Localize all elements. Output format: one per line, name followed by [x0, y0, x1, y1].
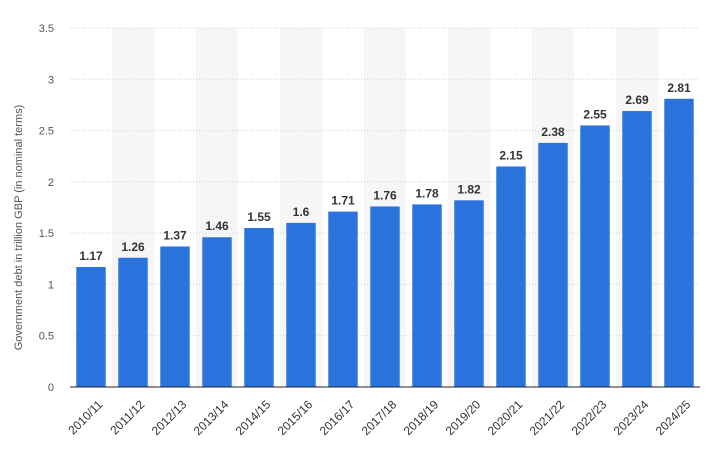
x-tick-label: 2014/15 [233, 397, 274, 438]
data-label: 2.55 [583, 107, 607, 121]
x-tick-label: 2010/11 [65, 397, 105, 437]
x-tick-label: 2012/13 [149, 397, 190, 438]
data-label: 1.26 [121, 240, 145, 254]
bar-2018-19[interactable] [412, 204, 442, 387]
data-label: 1.17 [79, 249, 103, 263]
bar-2011-12[interactable] [118, 257, 148, 387]
x-tick-label: 2018/19 [401, 397, 442, 438]
bar-2014-15[interactable] [244, 228, 274, 387]
x-tick-label: 2011/12 [107, 397, 147, 437]
y-tick-label: 2.5 [39, 126, 54, 138]
bar-2023-24[interactable] [622, 111, 652, 387]
bar-2013-14[interactable] [202, 237, 232, 387]
bar-2019-20[interactable] [454, 200, 484, 387]
x-tick-label: 2021/22 [527, 397, 568, 438]
y-tick-label: 0 [48, 382, 54, 394]
bar-2016-17[interactable] [328, 211, 358, 387]
x-axis-ticks: 2010/11 2011/12 2012/13 2013/14 2014/15 2015/… [65, 397, 693, 438]
bar-2017-18[interactable] [370, 206, 400, 387]
x-tick-label: 2020/21 [485, 397, 526, 438]
data-label: 2.69 [625, 93, 649, 107]
x-tick-label: 2023/24 [611, 397, 652, 438]
data-label: 1.78 [415, 186, 439, 200]
y-tick-label: 3 [48, 74, 54, 86]
bar-2015-16[interactable] [286, 222, 316, 387]
bar-2012-13[interactable] [160, 246, 190, 387]
x-tick-label: 2015/16 [275, 397, 316, 438]
x-tick-label: 2019/20 [443, 397, 484, 438]
data-label: 1.82 [457, 182, 481, 196]
bar-2020-21[interactable] [496, 166, 526, 387]
y-tick-label: 2 [48, 177, 54, 189]
data-label: 2.81 [667, 81, 691, 95]
y-tick-label: 3.5 [39, 23, 54, 35]
data-label: 1.71 [331, 194, 355, 208]
bar-2021-22[interactable] [538, 142, 568, 387]
data-labels: 1.17 1.26 1.37 1.46 1.55 1.6 1.71 1.76 1.78 1.82 2… [79, 81, 691, 263]
data-label: 1.55 [247, 210, 271, 224]
x-tick-label: 2022/23 [569, 397, 610, 438]
data-label: 2.15 [499, 148, 523, 162]
y-tick-label: 1 [48, 279, 54, 291]
y-tick-label: 1.5 [39, 228, 54, 240]
x-tick-label: 2024/25 [653, 397, 694, 438]
data-label: 1.76 [373, 188, 397, 202]
bar-2022-23[interactable] [580, 125, 610, 387]
y-axis-title: Government debt in trillion GBP (in nomi… [13, 105, 25, 351]
data-label: 1.37 [163, 228, 187, 242]
bar-2024-25[interactable] [664, 98, 694, 387]
y-tick-label: 0.5 [39, 331, 54, 343]
x-tick-label: 2013/14 [191, 397, 232, 438]
data-label: 1.6 [293, 205, 310, 219]
data-label: 1.46 [205, 219, 229, 233]
bars [76, 98, 694, 387]
x-tick-label: 2016/17 [317, 397, 358, 438]
data-label: 2.38 [541, 125, 565, 139]
bar-2010-11[interactable] [76, 266, 106, 387]
y-axis-ticks: 0 0.5 1 1.5 2 2.5 3 3.5 [39, 23, 54, 394]
x-tick-label: 2017/18 [359, 397, 400, 438]
